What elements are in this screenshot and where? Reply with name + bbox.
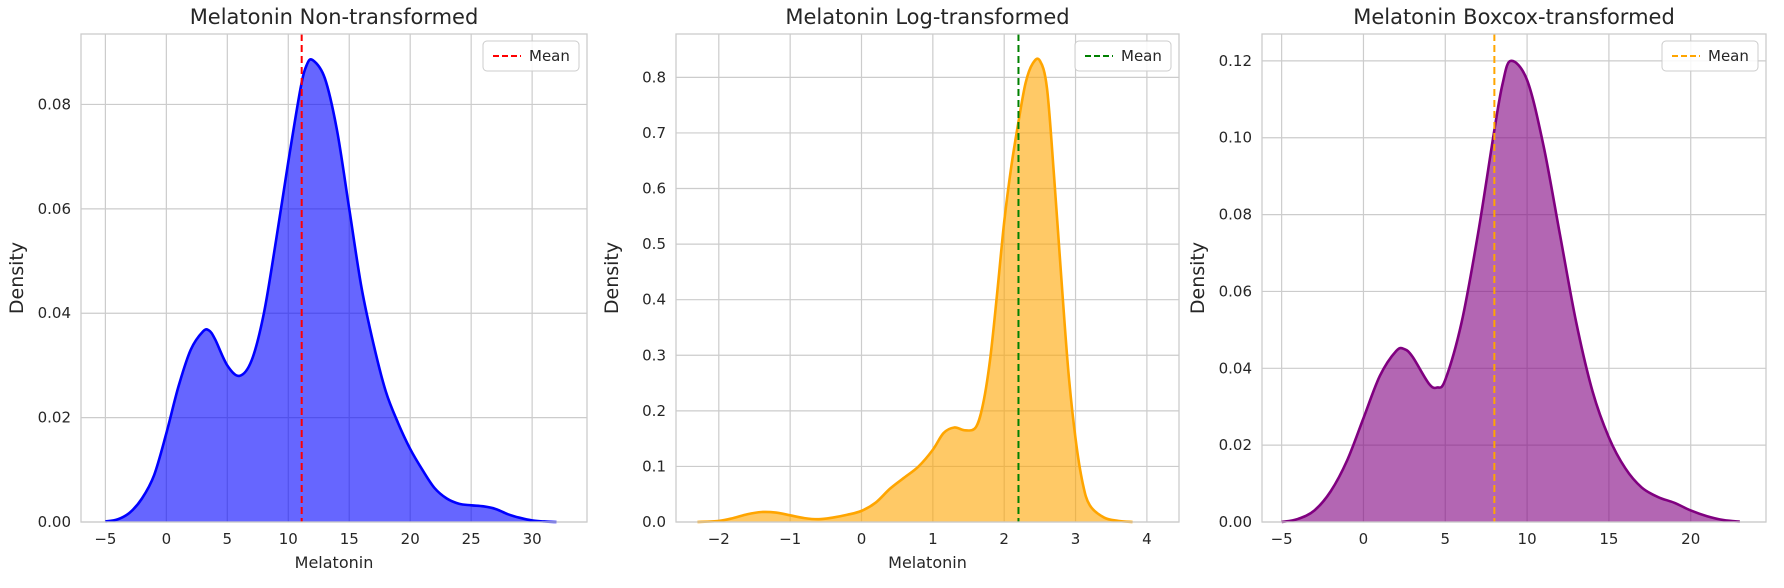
density-line — [1281, 59, 1740, 524]
legend-box — [482, 40, 580, 72]
legend-box — [1661, 40, 1759, 72]
y-tick-label: 0.1 — [642, 457, 666, 475]
y-tick-label: 0.06 — [38, 200, 71, 218]
y-tick-label: 0.02 — [38, 409, 71, 427]
density-area — [1281, 60, 1740, 523]
y-axis-label: Density — [601, 242, 623, 314]
chart-title: Melatonin Non-transformed — [190, 5, 479, 29]
chart-panel-3: −5 0 5 10 15 20 0.00 0.02 0.04 0.06 0.08 0.10 0.12 Me… — [1187, 5, 1767, 548]
y-tick-label: 0.06 — [1219, 282, 1252, 300]
y-tick-label: 0.00 — [1219, 513, 1252, 531]
x-tick-label: 20 — [401, 530, 420, 548]
y-tick-label: 0.00 — [38, 513, 71, 531]
x-tick-label: 30 — [523, 530, 542, 548]
x-tick-label: 0 — [1359, 530, 1369, 548]
y-tick-label: 0.3 — [642, 346, 666, 364]
legend-label: Mean — [1708, 47, 1749, 65]
density-area — [105, 59, 557, 523]
legend-label: Mean — [1121, 47, 1162, 65]
x-axis-label: Melatonin — [888, 553, 967, 572]
y-tick-label: 0.6 — [642, 180, 666, 198]
plot-frame — [1261, 33, 1767, 523]
chart-title: Melatonin Log-transformed — [785, 5, 1069, 29]
x-tick-label: 15 — [1599, 530, 1618, 548]
legend-box — [1074, 40, 1172, 72]
density-area — [697, 58, 1133, 522]
x-tick-label: 10 — [279, 530, 298, 548]
chart-title: Melatonin Boxcox-transformed — [1353, 5, 1675, 29]
x-tick-label: 1 — [928, 530, 938, 548]
x-tick-label: 0 — [857, 530, 867, 548]
x-tick-label: 25 — [462, 530, 481, 548]
x-tick-label: −2 — [708, 530, 730, 548]
y-tick-label: 0.08 — [1219, 206, 1252, 224]
y-tick-label: 0.2 — [642, 402, 666, 420]
chart-panel-2: −2 −1 0 1 2 3 4 0.0 0.1 0.2 0.3 0.4 0.5 0.6 0.7 0.8 Mela… — [601, 5, 1180, 572]
x-tick-label: 10 — [1518, 530, 1537, 548]
x-tick-label: 2 — [999, 530, 1009, 548]
y-tick-label: 0.7 — [642, 124, 666, 142]
y-tick-label: 0.8 — [642, 68, 666, 86]
x-tick-label: 20 — [1681, 530, 1700, 548]
plot-frame — [675, 33, 1180, 523]
x-tick-label: −1 — [779, 530, 801, 548]
y-tick-label: 0.04 — [38, 304, 71, 322]
y-axis-label: Density — [6, 242, 28, 314]
x-tick-label: 0 — [162, 530, 172, 548]
y-tick-label: 0.04 — [1219, 359, 1252, 377]
density-line — [697, 57, 1133, 524]
plot-frame — [80, 33, 588, 523]
x-tick-label: 3 — [1071, 530, 1081, 548]
x-tick-label: 4 — [1142, 530, 1152, 548]
x-tick-label: 5 — [1440, 530, 1450, 548]
chart-panel-1: −5 0 5 10 15 20 25 30 0.00 0.02 0.04 0.06 0.08 Melato… — [6, 5, 588, 572]
y-tick-label: 0.0 — [642, 513, 666, 531]
density-line — [105, 58, 557, 524]
legend-label: Mean — [529, 47, 570, 65]
y-tick-label: 0.5 — [642, 235, 666, 253]
y-tick-label: 0.10 — [1219, 129, 1252, 147]
y-tick-label: 0.4 — [642, 291, 666, 309]
x-axis-label: Melatonin — [295, 553, 374, 572]
y-axis-label: Density — [1187, 242, 1209, 314]
x-tick-label: −5 — [1271, 530, 1293, 548]
y-tick-label: 0.12 — [1219, 52, 1252, 70]
x-tick-label: 5 — [223, 530, 233, 548]
y-tick-label: 0.08 — [38, 95, 71, 113]
x-tick-label: −5 — [94, 530, 116, 548]
y-tick-label: 0.02 — [1219, 436, 1252, 454]
x-tick-label: 15 — [340, 530, 359, 548]
